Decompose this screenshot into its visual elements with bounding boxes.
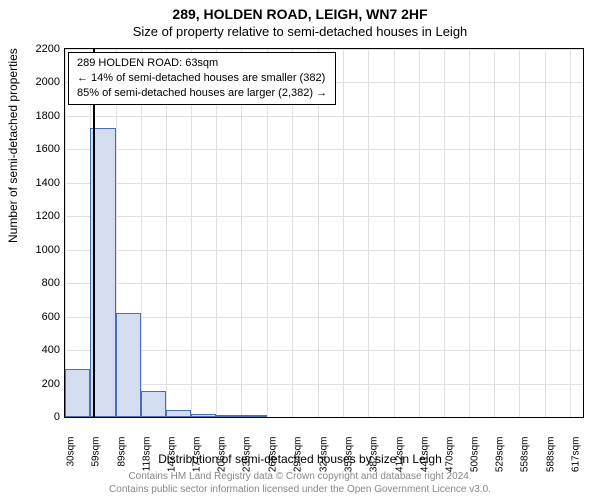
grid-line (65, 283, 583, 284)
y-tick: 2000 (10, 76, 60, 88)
y-tick: 1200 (10, 210, 60, 222)
grid-line (65, 183, 583, 184)
info-smaller: ← 14% of semi-detached houses are smalle… (77, 71, 327, 86)
y-tick: 2200 (10, 43, 60, 55)
y-tick: 600 (10, 311, 60, 323)
histogram-bar (191, 414, 216, 417)
grid-line (65, 250, 583, 251)
grid-line (65, 350, 583, 351)
x-axis-label: Distribution of semi-detached houses by … (0, 452, 600, 466)
grid-line (65, 116, 583, 117)
info-property-size: 289 HOLDEN ROAD: 63sqm (77, 56, 327, 71)
grid-col (519, 49, 520, 417)
grid-col (368, 49, 369, 417)
grid-line (65, 216, 583, 217)
histogram-bar (141, 391, 166, 417)
grid-line (65, 49, 583, 50)
grid-col (469, 49, 470, 417)
y-tick: 1000 (10, 244, 60, 256)
histogram-bar (216, 415, 241, 417)
y-tick: 1800 (10, 110, 60, 122)
grid-col (545, 49, 546, 417)
histogram-bar (116, 313, 141, 417)
grid-line (65, 149, 583, 150)
histogram-bar (241, 415, 267, 417)
info-larger: 85% of semi-detached houses are larger (… (77, 86, 327, 101)
y-tick: 400 (10, 344, 60, 356)
grid-col (444, 49, 445, 417)
histogram-bar (65, 369, 90, 418)
footer-line2: Contains public sector information licen… (0, 484, 600, 497)
y-tick: 0 (10, 411, 60, 423)
footer-line1: Contains HM Land Registry data © Crown c… (0, 471, 600, 484)
grid-col (65, 49, 66, 417)
grid-col (419, 49, 420, 417)
grid-line (65, 417, 583, 418)
page-title: 289, HOLDEN ROAD, LEIGH, WN7 2HF (0, 6, 600, 22)
footer-attribution: Contains HM Land Registry data © Crown c… (0, 471, 600, 496)
histogram-bar (166, 410, 192, 417)
grid-col (394, 49, 395, 417)
info-box: 289 HOLDEN ROAD: 63sqm ← 14% of semi-det… (68, 52, 336, 105)
y-tick: 1600 (10, 143, 60, 155)
grid-col (343, 49, 344, 417)
y-tick: 1400 (10, 177, 60, 189)
grid-line (65, 384, 583, 385)
y-tick: 200 (10, 378, 60, 390)
y-tick: 800 (10, 277, 60, 289)
grid-col (570, 49, 571, 417)
grid-line (65, 317, 583, 318)
page-subtitle: Size of property relative to semi-detach… (0, 24, 600, 39)
grid-col (494, 49, 495, 417)
